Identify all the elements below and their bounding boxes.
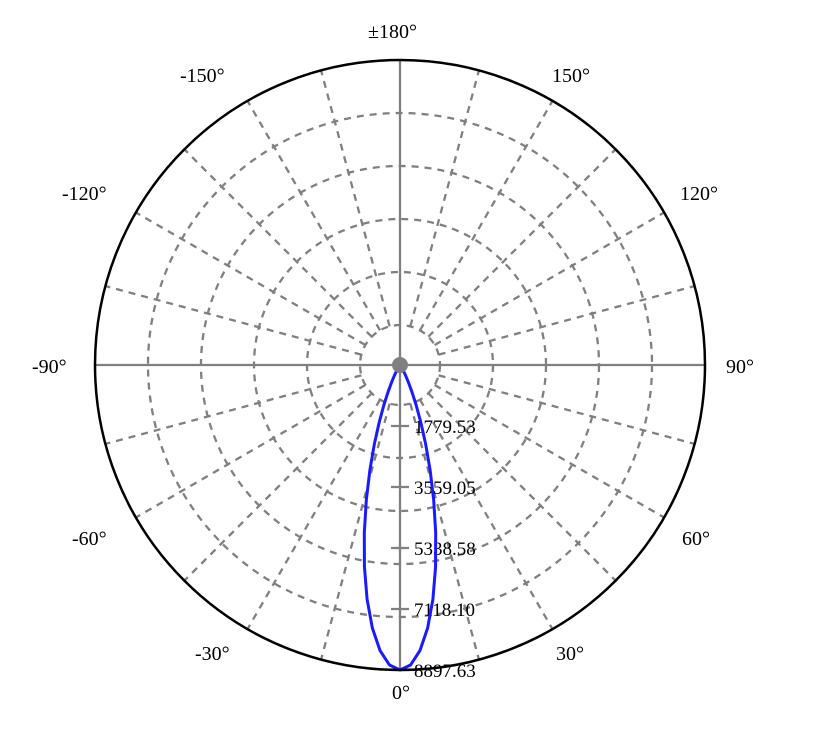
grid-spoke <box>136 385 365 518</box>
angle-label: -120° <box>62 183 107 205</box>
angle-label: ±180° <box>368 21 417 43</box>
angle-label: 30° <box>556 643 584 665</box>
grid-spoke <box>428 149 615 336</box>
radial-tick-label: 8897.63 <box>414 661 476 682</box>
grid-spoke <box>184 149 371 336</box>
polar-chart: 1779.533559.055338.587118.108897.630°30°… <box>0 0 813 733</box>
angle-label: -30° <box>195 643 230 665</box>
grid-spoke <box>184 393 371 580</box>
radial-tick-label: 5338.58 <box>414 539 476 560</box>
grid-spoke <box>439 286 695 355</box>
angle-label: 60° <box>682 528 710 550</box>
grid-spoke <box>439 375 695 444</box>
grid-spoke <box>321 404 390 660</box>
angle-label: 120° <box>680 183 718 205</box>
grid-spoke <box>410 404 479 660</box>
grid-spoke <box>105 375 361 444</box>
grid-spoke <box>105 286 361 355</box>
radial-tick-label: 7118.10 <box>414 600 475 621</box>
radial-tick-label: 3559.05 <box>414 478 476 499</box>
angle-label: 90° <box>726 356 754 378</box>
angle-label: -60° <box>72 528 107 550</box>
angle-label: -90° <box>32 356 67 378</box>
angle-label: -150° <box>180 65 225 87</box>
grid-spoke <box>321 70 390 326</box>
grid-spoke <box>410 70 479 326</box>
angle-label: 150° <box>552 65 590 87</box>
center-dot <box>392 357 408 373</box>
grid-spoke <box>248 101 381 330</box>
angle-label: 0° <box>392 682 410 704</box>
